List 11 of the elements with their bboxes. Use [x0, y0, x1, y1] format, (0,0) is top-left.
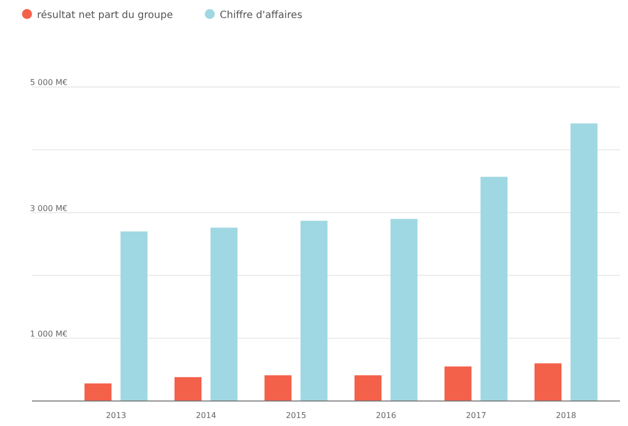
- legend-label: Chiffre d'affaires: [220, 10, 302, 21]
- x-tick-label: 2014: [196, 411, 216, 420]
- x-tick-label: 2017: [466, 411, 486, 420]
- y-tick-label: 5 000 M€: [30, 78, 68, 88]
- x-tick-label: 2018: [556, 411, 576, 420]
- y-tick-label: 3 000 M€: [30, 204, 68, 213]
- x-tick-label: 2015: [286, 411, 306, 420]
- x-tick-label: 2013: [106, 411, 126, 420]
- legend-label: résultat net part du groupe: [37, 10, 173, 21]
- x-tick-label: 2016: [376, 411, 396, 420]
- y-tick-label: 1 000 M€: [30, 329, 68, 338]
